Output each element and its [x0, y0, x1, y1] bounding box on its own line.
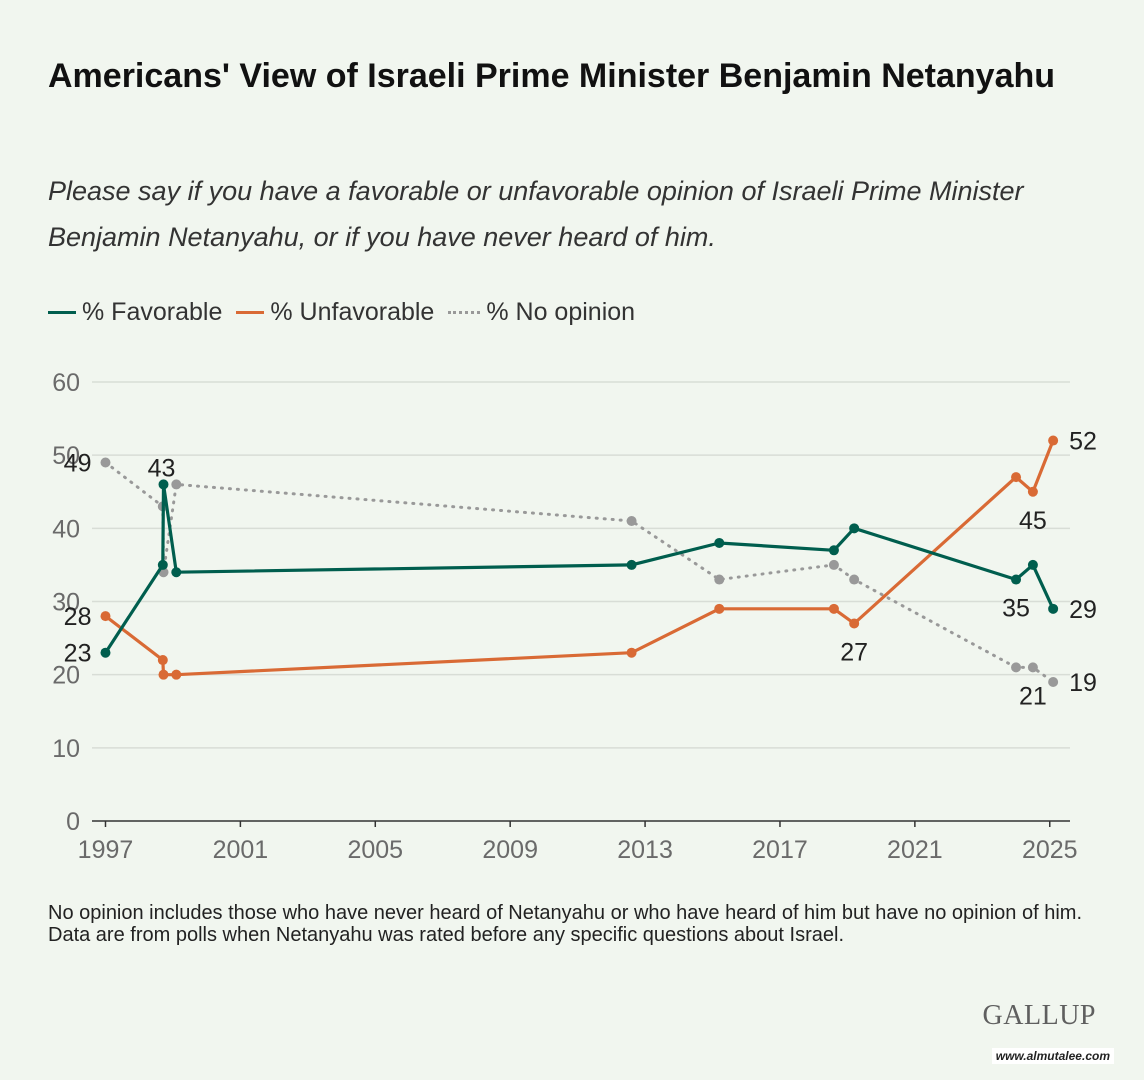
gallup-logo: GALLUP — [982, 1000, 1096, 1031]
data-point-no_opinion — [828, 559, 839, 570]
data-point-unfavorable — [171, 669, 182, 680]
data-point-favorable — [626, 559, 637, 570]
data-label-favorable: 29 — [1069, 596, 1097, 624]
y-tick-label: 20 — [52, 662, 80, 690]
data-label-favorable: 43 — [148, 454, 176, 482]
data-point-favorable — [714, 537, 725, 548]
data-point-unfavorable — [157, 655, 168, 666]
data-label-unfavorable: 27 — [840, 638, 868, 666]
x-tick-label: 2009 — [482, 836, 538, 864]
legend-item-favorable: % Favorable — [48, 298, 222, 327]
data-point-favorable — [1027, 559, 1038, 570]
x-tick-label: 2005 — [347, 836, 403, 864]
series-line-unfavorable — [103, 438, 1055, 677]
legend-swatch-favorable — [48, 310, 76, 314]
note-no-opinion: No opinion includes those who have never… — [48, 902, 1083, 924]
chart-title: Americans' View of Israeli Prime Ministe… — [48, 57, 1056, 95]
data-label-favorable: 35 — [1002, 595, 1030, 623]
note-data-source: Data are from polls when Netanyahu was r… — [48, 924, 844, 946]
data-point-no_opinion — [1011, 662, 1022, 673]
y-tick-label: 30 — [52, 589, 80, 617]
legend-label-favorable: % Favorable — [82, 297, 223, 326]
legend-label-no-opinion: % No opinion — [486, 297, 636, 326]
x-tick-label: 2013 — [617, 836, 673, 864]
data-point-unfavorable — [849, 618, 860, 629]
data-point-unfavorable — [1011, 472, 1022, 483]
data-point-unfavorable — [1048, 435, 1059, 446]
data-label-no_opinion: 49 — [64, 449, 92, 477]
data-point-unfavorable — [158, 669, 169, 680]
data-point-no_opinion — [100, 457, 111, 468]
data-point-unfavorable — [714, 603, 725, 614]
series-line-favorable — [103, 482, 1055, 655]
line-chart: 0 10 20 30 40 50 60 1997 2001 2005 2009 2013 2017 202… — [52, 369, 1097, 864]
legend-item-unfavorable: % Unfavorable — [236, 298, 434, 327]
data-point-favorable — [828, 545, 839, 556]
data-point-no_opinion — [1048, 676, 1059, 687]
x-tick-label: 1997 — [78, 836, 134, 864]
y-tick-label: 50 — [52, 442, 80, 470]
chart-notes: No opinion includes those who have never… — [48, 902, 1098, 946]
chart-subtitle: Please say if you have a favorable or un… — [48, 176, 1024, 252]
data-point-no_opinion — [1027, 662, 1038, 673]
series-line-no_opinion — [104, 461, 1055, 684]
data-point-favorable — [1011, 574, 1022, 585]
chart-legend: % Favorable % Unfavorable % No opinion — [48, 296, 649, 328]
data-point-favorable — [157, 559, 168, 570]
data-label-no_opinion: 21 — [1019, 682, 1047, 710]
data-point-favorable — [158, 479, 169, 490]
legend-swatch-unfavorable — [236, 310, 265, 314]
x-tick-label: 2001 — [213, 836, 269, 864]
data-label-unfavorable: 52 — [1069, 428, 1097, 456]
legend-swatch-no-opinion — [448, 310, 481, 314]
legend-label-unfavorable: % Unfavorable — [270, 297, 435, 326]
data-point-no_opinion — [849, 574, 860, 585]
data-point-unfavorable — [100, 611, 111, 622]
y-tick-label: 0 — [66, 808, 80, 836]
data-point-no_opinion — [171, 479, 182, 490]
data-point-favorable — [100, 647, 111, 658]
data-point-favorable — [849, 523, 860, 534]
data-point-favorable — [171, 567, 182, 578]
data-label-no_opinion: 19 — [1069, 669, 1097, 697]
watermark: www.almutalee.com — [991, 1048, 1114, 1064]
data-point-no_opinion — [714, 574, 725, 585]
data-point-no_opinion — [626, 516, 637, 527]
y-tick-label: 60 — [52, 369, 80, 397]
y-tick-label: 40 — [52, 515, 80, 543]
legend-item-no-opinion: % No opinion — [448, 298, 635, 327]
data-point-unfavorable — [626, 647, 637, 658]
x-tick-label: 2025 — [1022, 836, 1078, 864]
data-point-favorable — [1048, 603, 1059, 614]
data-label-unfavorable: 28 — [64, 603, 92, 631]
x-tick-label: 2021 — [887, 836, 943, 864]
data-point-unfavorable — [828, 603, 839, 614]
data-label-unfavorable: 45 — [1019, 507, 1047, 535]
x-tick-label: 2017 — [752, 836, 808, 864]
y-tick-label: 10 — [52, 735, 80, 763]
data-label-favorable: 23 — [64, 640, 92, 668]
data-point-unfavorable — [1027, 486, 1038, 497]
